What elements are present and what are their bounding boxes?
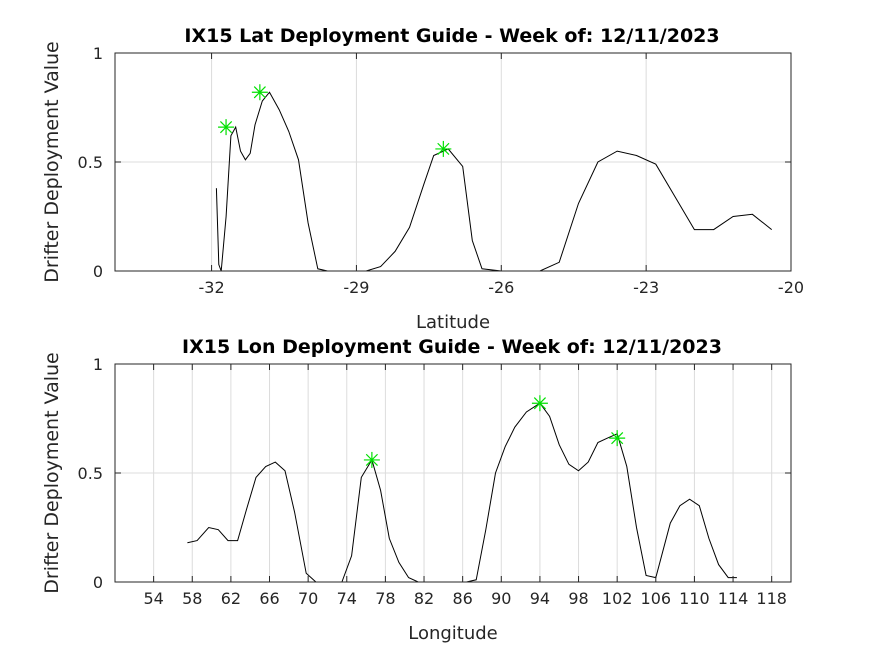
lat-x-tick-label: -20 [778,278,804,297]
lon-chart-title: IX15 Lon Deployment Guide - Week of: 12/… [182,336,722,358]
lat-chart-grid [115,52,792,272]
lat-chart-series [215,91,773,272]
lon-x-tick-label: 90 [491,589,511,608]
lon-y-tick-label: 1 [93,355,103,374]
lat-chart-y-ticks: 00.51 [78,44,791,281]
lon-x-tick-label: 114 [718,589,749,608]
lon-x-tick-label: 102 [602,589,633,608]
lon-x-tick-label: 82 [414,589,434,608]
lat-y-tick-label: 0.5 [78,153,103,172]
lat-peak-marker [435,140,452,157]
lon-chart-panel: IX15 Lon Deployment Guide - Week of: 12/… [41,336,792,644]
lat-chart-title: IX15 Lat Deployment Guide - Week of: 12/… [184,25,719,47]
lat-chart-x-label: Latitude [416,312,490,333]
lat-y-tick-label: 1 [93,44,103,63]
lon-chart-x-ticks: 54 58 62 66 70 74 78 82 86 90 94 98 102 106 110 114 118 [143,364,787,608]
lat-peak-marker [218,119,235,136]
lon-x-tick-label: 54 [143,589,163,608]
lon-chart-peaks [363,395,626,468]
lon-x-tick-label: 118 [756,589,787,608]
lat-peak-marker [251,84,268,101]
lon-x-tick-label: 78 [375,589,395,608]
lat-x-tick-label: -32 [199,278,225,297]
lon-x-tick-label: 70 [298,589,318,608]
lon-chart-y-ticks: 00.51 [78,355,791,592]
lon-peak-marker [363,451,380,468]
lon-chart-y-label: Drifter Deployment Value [41,352,63,594]
lon-chart-grid [115,363,791,583]
lat-series-line [215,91,773,272]
lon-x-tick-label: 94 [530,589,550,608]
lat-chart-y-label: Drifter Deployment Value [41,41,63,283]
lon-peak-marker [609,430,626,447]
lat-chart-x-ticks: -32 -29 -26 -23 -20 [199,53,804,297]
lon-x-tick-label: 98 [568,589,588,608]
lon-x-tick-label: 106 [641,589,672,608]
lon-x-tick-label: 62 [221,589,241,608]
lon-y-tick-label: 0 [93,573,103,592]
lat-x-tick-label: -23 [633,278,659,297]
lon-peak-marker [531,395,548,412]
lon-x-tick-label: 74 [337,589,357,608]
lat-x-tick-label: -26 [488,278,514,297]
lat-y-tick-label: 0 [93,262,103,281]
lon-x-tick-label: 66 [259,589,279,608]
lat-chart-peaks [218,84,452,157]
lat-chart-panel: IX15 Lat Deployment Guide - Week of: 12/… [41,25,804,333]
lon-x-tick-label: 86 [452,589,472,608]
lon-x-tick-label: 110 [679,589,710,608]
lon-chart-x-label: Longitude [408,623,498,644]
lon-y-tick-label: 0.5 [78,464,103,483]
lon-x-tick-label: 58 [182,589,202,608]
lat-x-tick-label: -29 [343,278,369,297]
